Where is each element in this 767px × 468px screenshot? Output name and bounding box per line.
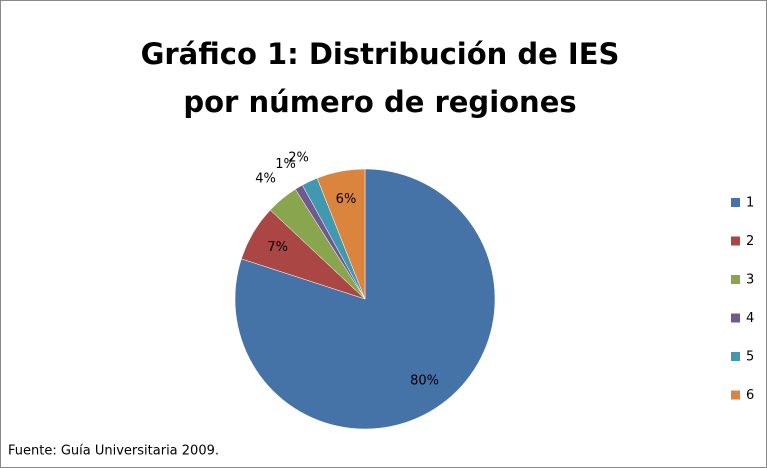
pie-slice: [316, 168, 366, 300]
legend-swatch: [731, 236, 740, 246]
legend-label: 1: [746, 196, 754, 211]
legend-label: 6: [746, 388, 754, 403]
data-label: 6%: [336, 192, 357, 207]
legend-label: 5: [746, 350, 754, 365]
legend-swatch: [731, 313, 740, 323]
legend-swatch: [731, 198, 740, 207]
legend-label: 4: [746, 311, 754, 326]
chart-title: Gráfico 1: Distribución de IES por númer…: [140, 37, 620, 119]
legend-label: 3: [746, 273, 754, 288]
legend-swatch: [731, 390, 740, 400]
legend-label: 2: [746, 234, 754, 249]
data-label: 7%: [267, 240, 288, 255]
data-label: 80%: [410, 374, 439, 389]
source-note: Fuente: Guía Universitaria 2009.: [8, 444, 219, 459]
data-label: 2%: [288, 150, 309, 165]
legend-swatch: [731, 275, 740, 284]
data-label: 1%: [275, 157, 296, 172]
legend-swatch: [731, 352, 740, 361]
data-label: 4%: [255, 171, 276, 186]
